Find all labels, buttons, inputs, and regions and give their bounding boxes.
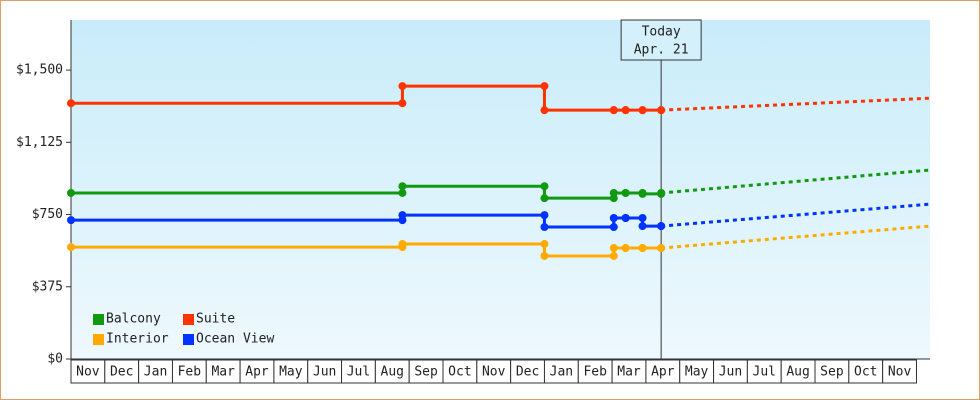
- legend-label: Suite: [196, 312, 235, 327]
- point: [657, 188, 666, 197]
- x-tick-label: Nov: [482, 365, 506, 380]
- point: [540, 251, 549, 260]
- point: [609, 223, 618, 232]
- x-tick-label: Jan: [144, 365, 167, 380]
- x-tick-label: Dec: [110, 365, 133, 380]
- point: [657, 106, 666, 115]
- x-tick-label: Feb: [178, 365, 202, 380]
- point: [609, 214, 618, 223]
- point: [540, 182, 549, 191]
- point: [540, 82, 549, 91]
- point: [621, 188, 630, 197]
- point: [67, 216, 75, 225]
- x-tick-label: Jan: [550, 365, 573, 380]
- legend-swatch: [93, 314, 104, 325]
- x-tick-label: Feb: [583, 365, 607, 380]
- x-tick-label: Nov: [76, 365, 100, 380]
- y-tick-label: $750: [32, 207, 63, 222]
- y-tick-label: $375: [32, 279, 63, 294]
- projection-line: [661, 96, 931, 112]
- x-tick-label: May: [685, 365, 709, 380]
- plot-area: [71, 20, 930, 359]
- point: [398, 182, 407, 191]
- projection-line: [661, 202, 931, 228]
- point: [398, 99, 407, 108]
- legend-swatch: [183, 334, 194, 345]
- point: [609, 188, 618, 197]
- x-tick-label: Apr: [651, 365, 675, 380]
- x-tick-label: Oct: [854, 365, 877, 380]
- point: [638, 214, 647, 223]
- point: [609, 251, 618, 260]
- x-tick-label: Sep: [414, 365, 438, 380]
- legend-swatch: [183, 314, 194, 325]
- point: [67, 243, 75, 252]
- point: [657, 222, 666, 231]
- point: [540, 194, 549, 203]
- point: [609, 244, 618, 253]
- point: [398, 82, 407, 91]
- x-tick-label: Dec: [516, 365, 539, 380]
- x-tick-label: Aug: [381, 365, 404, 380]
- x-tick-label: Mar: [211, 365, 235, 380]
- x-tick-label: Jun: [313, 365, 336, 380]
- x-tick-label: Aug: [786, 365, 809, 380]
- point: [638, 189, 647, 198]
- point: [609, 106, 618, 115]
- point: [638, 106, 647, 115]
- point: [621, 244, 630, 253]
- x-tick-label: Oct: [448, 365, 471, 380]
- point: [398, 211, 407, 220]
- x-category-cell: [882, 359, 917, 384]
- x-tick-label: Mar: [617, 365, 641, 380]
- legend-label: Balcony: [106, 312, 161, 327]
- point: [657, 244, 666, 253]
- projection-line: [661, 168, 931, 195]
- point: [638, 244, 647, 253]
- today-date: Apr. 21: [634, 43, 689, 58]
- point: [540, 223, 549, 232]
- y-tick-label: $1,500: [16, 63, 63, 78]
- legend-label: Interior: [106, 332, 169, 347]
- point: [540, 211, 549, 220]
- point: [540, 240, 549, 249]
- point: [621, 106, 630, 115]
- y-tick-label: $0: [47, 352, 63, 367]
- x-tick-label: Jul: [347, 365, 370, 380]
- x-tick-label: Jul: [753, 365, 776, 380]
- legend-label: Ocean View: [196, 332, 274, 347]
- today-label: Today: [642, 25, 681, 40]
- x-tick-label: Sep: [820, 365, 844, 380]
- projection-line: [661, 224, 931, 250]
- point: [67, 188, 75, 197]
- x-tick-label: Apr: [245, 365, 269, 380]
- point: [540, 106, 549, 115]
- x-tick-label: May: [279, 365, 303, 380]
- y-tick-label: $1,125: [16, 135, 63, 150]
- point: [398, 240, 407, 249]
- point: [621, 214, 630, 223]
- legend-swatch: [93, 334, 104, 345]
- point: [638, 222, 647, 231]
- point: [67, 99, 75, 108]
- point: [398, 188, 407, 197]
- x-tick-label: Jun: [719, 365, 742, 380]
- x-tick-label: Nov: [888, 365, 912, 380]
- today-box: [620, 19, 702, 61]
